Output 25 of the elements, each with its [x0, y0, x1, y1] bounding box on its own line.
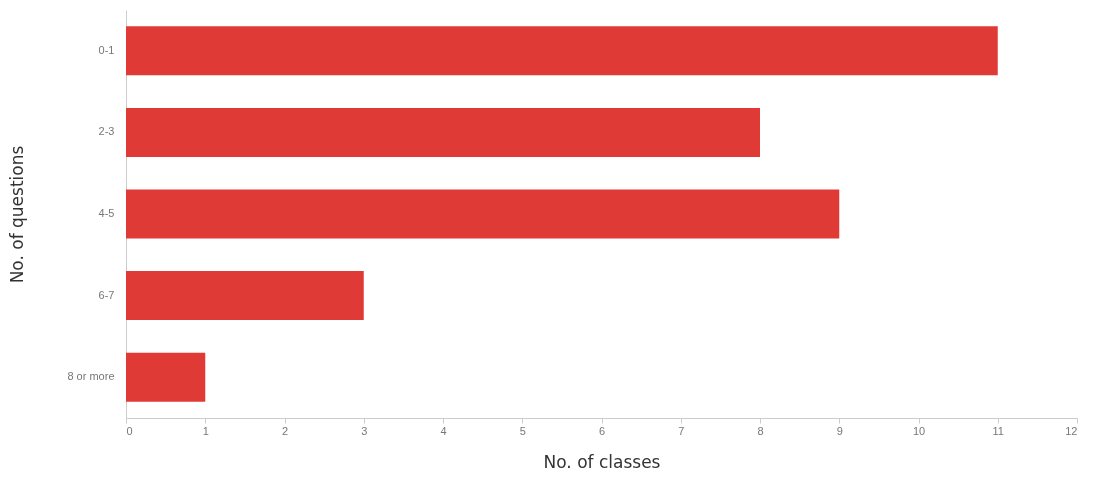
x-tick-label: 1 [202, 424, 209, 437]
x-axis-title: No. of classes [543, 451, 661, 472]
y-tick-label: 4-5 [98, 207, 115, 219]
x-tick-label: 2 [281, 424, 289, 437]
bar [126, 189, 840, 239]
x-tick-label: 6 [598, 424, 606, 437]
y-axis-title: No. of questions [7, 145, 28, 284]
x-tick-label: 9 [836, 424, 843, 437]
x-tick-label: 11 [992, 424, 1004, 437]
x-tick-label: 12 [1065, 424, 1078, 437]
bar [126, 271, 364, 321]
y-tick-label: 6-7 [98, 288, 115, 301]
bar [126, 352, 206, 402]
x-tick-label: 7 [678, 424, 685, 437]
y-tick-label: 2-3 [98, 125, 115, 138]
bar [126, 26, 998, 76]
y-tick-label: 0-1 [98, 43, 115, 56]
x-tick-label: 5 [519, 424, 526, 437]
x-tick-label: 0 [126, 424, 133, 437]
bar [126, 107, 760, 157]
y-tick-label: 8 or more [67, 370, 115, 383]
x-tick-label: 3 [361, 424, 368, 437]
x-tick-label: 10 [912, 424, 926, 437]
x-tick-label: 8 [757, 424, 764, 437]
x-tick-label: 4 [440, 424, 447, 437]
